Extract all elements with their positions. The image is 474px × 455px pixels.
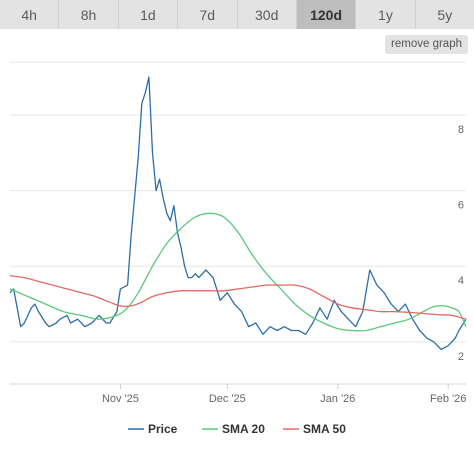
legend-item[interactable]: Price — [148, 422, 178, 436]
tab-8h[interactable]: 8h — [59, 0, 119, 29]
tab-120d[interactable]: 120d — [296, 0, 357, 29]
x-tick-label: Nov '25 — [102, 393, 139, 405]
legend-item[interactable]: SMA 50 — [303, 422, 346, 436]
tab-30d[interactable]: 30d — [237, 0, 297, 29]
tab-4h[interactable]: 4h — [0, 0, 60, 29]
x-tick-label: Jan '26 — [320, 393, 355, 405]
series-line-sma-20 — [9, 212, 467, 332]
remove-graph-button[interactable]: remove graph — [385, 35, 468, 54]
series-line-price — [9, 76, 467, 351]
x-tick-label: Dec '25 — [209, 393, 246, 405]
tab-5y[interactable]: 5y — [415, 0, 474, 29]
tab-1y[interactable]: 1y — [356, 0, 416, 29]
legend-item[interactable]: SMA 20 — [222, 422, 265, 436]
y-tick-label: 6 — [458, 200, 464, 212]
tab-7d[interactable]: 7d — [178, 0, 238, 29]
y-tick-label: 4 — [458, 275, 464, 287]
x-tick-label: Feb '26 — [430, 393, 466, 405]
tab-1d[interactable]: 1d — [118, 0, 179, 29]
series-line-sma-50 — [9, 275, 467, 320]
y-tick-label: 2 — [458, 351, 464, 363]
timeframe-tabs: 4h 8h 1d 7d 30d 120d 1y 5y — [0, 0, 474, 30]
y-tick-label: 8 — [458, 124, 464, 136]
